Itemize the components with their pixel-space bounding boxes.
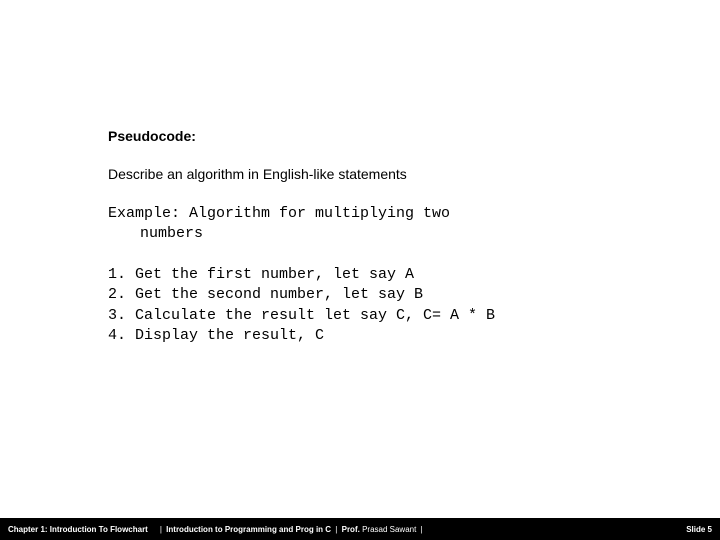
- footer-course: Introduction to Programming and Prog in …: [166, 525, 331, 534]
- footer-course-info: | Introduction to Programming and Prog i…: [158, 525, 425, 534]
- example-line2: numbers: [140, 224, 648, 244]
- footer-chapter: Chapter 1: Introduction To Flowchart: [8, 525, 148, 534]
- footer-slide-number: Slide 5: [686, 525, 712, 534]
- steps-list: 1. Get the first number, let say A 2. Ge…: [108, 265, 648, 346]
- content-area: Pseudocode: Describe an algorithm in Eng…: [108, 128, 648, 346]
- footer-prof-label: Prof.: [342, 525, 360, 534]
- slide: Pseudocode: Describe an algorithm in Eng…: [0, 0, 720, 540]
- step-2: 2. Get the second number, let say B: [108, 285, 648, 305]
- step-1: 1. Get the first number, let say A: [108, 265, 648, 285]
- subheading-description: Describe an algorithm in English-like st…: [108, 166, 648, 182]
- heading-pseudocode: Pseudocode:: [108, 128, 648, 144]
- step-4: 4. Display the result, C: [108, 326, 648, 346]
- separator-icon: |: [335, 525, 337, 534]
- footer-prof-name: Prasad Sawant: [362, 525, 416, 534]
- step-3: 3. Calculate the result let say C, C= A …: [108, 306, 648, 326]
- footer-bar: Chapter 1: Introduction To Flowchart | I…: [0, 518, 720, 540]
- example-title: Example: Algorithm for multiplying two n…: [108, 204, 648, 243]
- separator-icon: |: [421, 525, 423, 534]
- separator-icon: |: [160, 525, 162, 534]
- example-line1: Example: Algorithm for multiplying two: [108, 204, 648, 224]
